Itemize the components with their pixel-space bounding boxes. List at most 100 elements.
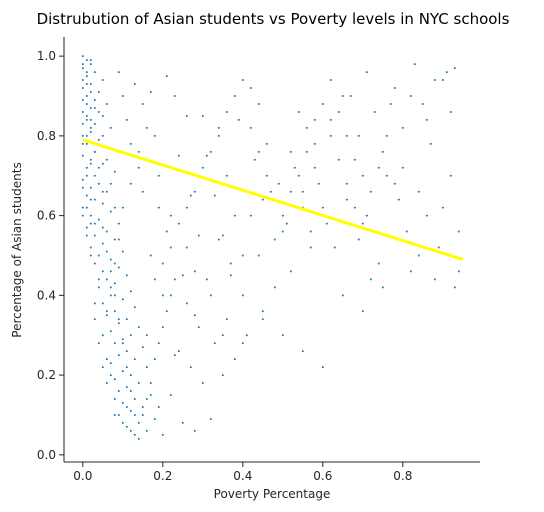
data-point (353, 158, 356, 161)
data-point (117, 222, 120, 225)
data-point (321, 366, 324, 369)
data-point (457, 270, 460, 273)
data-point (109, 210, 112, 213)
data-point (101, 190, 104, 193)
data-point (317, 182, 320, 185)
data-point (229, 274, 232, 277)
data-point (145, 398, 148, 401)
regression-line (82, 138, 464, 261)
data-point (437, 246, 440, 249)
data-point (241, 294, 244, 297)
data-point (141, 102, 144, 105)
data-point (85, 134, 88, 137)
data-point (305, 150, 308, 153)
y-tick-label: 1.0 (37, 49, 56, 63)
y-tick-label: 0.0 (37, 448, 56, 462)
data-point (121, 421, 124, 424)
data-point (109, 270, 112, 273)
data-point (81, 142, 84, 145)
data-point (409, 270, 412, 273)
data-point (341, 95, 344, 98)
data-point (325, 222, 328, 225)
data-point (393, 182, 396, 185)
data-point (233, 358, 236, 361)
data-point (237, 118, 240, 121)
data-point (93, 98, 96, 101)
data-point (133, 358, 136, 361)
data-point (345, 134, 348, 137)
data-point (89, 186, 92, 189)
data-point (129, 334, 132, 337)
data-point (161, 433, 164, 436)
data-point (125, 366, 128, 369)
data-point (113, 398, 116, 401)
data-point (185, 302, 188, 305)
data-point (381, 286, 384, 289)
data-point (93, 222, 96, 225)
data-point (385, 174, 388, 177)
data-point (305, 126, 308, 129)
data-point (113, 294, 116, 297)
data-point (357, 238, 360, 241)
data-point (225, 110, 228, 113)
data-point (333, 246, 336, 249)
data-point (313, 142, 316, 145)
data-point (185, 206, 188, 209)
data-point (453, 286, 456, 289)
data-point (417, 254, 420, 257)
data-point (309, 230, 312, 233)
data-point (169, 394, 172, 397)
x-tick-label: 0.2 (153, 469, 172, 483)
data-point (205, 154, 208, 157)
data-point (173, 95, 176, 98)
data-point (141, 190, 144, 193)
data-point (85, 59, 88, 62)
data-point (85, 194, 88, 197)
data-point (137, 437, 140, 440)
data-point (81, 178, 84, 181)
data-point (101, 334, 104, 337)
data-point (329, 134, 332, 137)
data-point (97, 138, 100, 141)
data-point (89, 222, 92, 225)
data-point (81, 206, 84, 209)
data-point (193, 429, 196, 432)
data-point (81, 154, 84, 157)
data-point (101, 134, 104, 137)
data-point (121, 95, 124, 98)
data-point (121, 370, 124, 373)
data-point (137, 421, 140, 424)
data-point (173, 278, 176, 281)
data-point (105, 102, 108, 105)
data-point (125, 274, 128, 277)
data-point (109, 362, 112, 365)
data-point (213, 194, 216, 197)
data-point (89, 106, 92, 109)
data-point (217, 134, 220, 137)
data-point (165, 310, 168, 313)
data-point (93, 122, 96, 125)
data-point (421, 102, 424, 105)
data-point (397, 198, 400, 201)
data-point (441, 206, 444, 209)
data-point (257, 254, 260, 257)
data-point (241, 79, 244, 82)
data-point (433, 278, 436, 281)
y-axis-ticks: 0.0 0.2 0.4 0.6 0.8 1.0 (37, 49, 64, 462)
data-point (105, 278, 108, 281)
data-point (109, 330, 112, 333)
data-point (117, 413, 120, 416)
data-point (157, 206, 160, 209)
data-point (205, 278, 208, 281)
data-point (137, 166, 140, 169)
data-point (101, 242, 104, 245)
data-point (85, 95, 88, 98)
data-point (185, 246, 188, 249)
data-point (297, 110, 300, 113)
data-point (377, 262, 380, 265)
data-point (281, 334, 284, 337)
data-point (89, 214, 92, 217)
data-point (101, 270, 104, 273)
data-point (449, 110, 452, 113)
